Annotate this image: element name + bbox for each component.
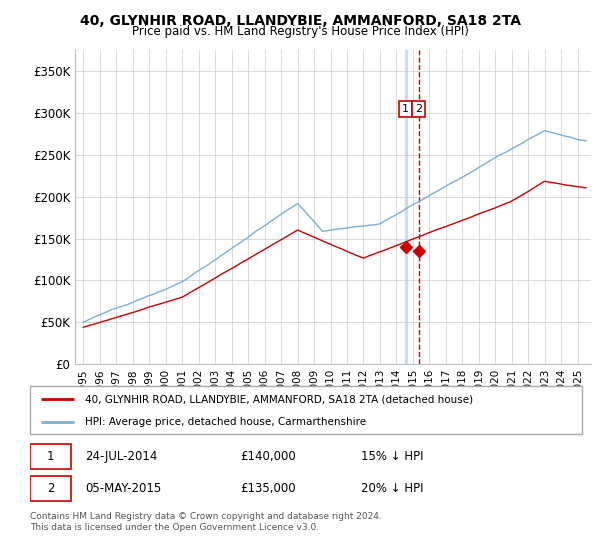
Text: 24-JUL-2014: 24-JUL-2014	[85, 450, 158, 463]
Bar	[405, 50, 407, 364]
Text: £140,000: £140,000	[240, 450, 296, 463]
Text: 2: 2	[415, 104, 422, 114]
Text: HPI: Average price, detached house, Carmarthenshire: HPI: Average price, detached house, Carm…	[85, 417, 367, 427]
FancyBboxPatch shape	[30, 477, 71, 501]
Text: £135,000: £135,000	[240, 482, 295, 495]
Text: Price paid vs. HM Land Registry's House Price Index (HPI): Price paid vs. HM Land Registry's House …	[131, 25, 469, 38]
Text: Contains HM Land Registry data © Crown copyright and database right 2024.
This d: Contains HM Land Registry data © Crown c…	[30, 512, 382, 532]
Text: 2: 2	[47, 482, 54, 495]
Text: 05-MAY-2015: 05-MAY-2015	[85, 482, 161, 495]
FancyBboxPatch shape	[30, 386, 582, 434]
Text: 15% ↓ HPI: 15% ↓ HPI	[361, 450, 424, 463]
Text: 20% ↓ HPI: 20% ↓ HPI	[361, 482, 424, 495]
Text: 1: 1	[47, 450, 54, 463]
Text: 40, GLYNHIR ROAD, LLANDYBIE, AMMANFORD, SA18 2TA: 40, GLYNHIR ROAD, LLANDYBIE, AMMANFORD, …	[79, 14, 521, 28]
FancyBboxPatch shape	[30, 444, 71, 469]
Text: 1: 1	[402, 104, 409, 114]
Text: 40, GLYNHIR ROAD, LLANDYBIE, AMMANFORD, SA18 2TA (detached house): 40, GLYNHIR ROAD, LLANDYBIE, AMMANFORD, …	[85, 394, 473, 404]
